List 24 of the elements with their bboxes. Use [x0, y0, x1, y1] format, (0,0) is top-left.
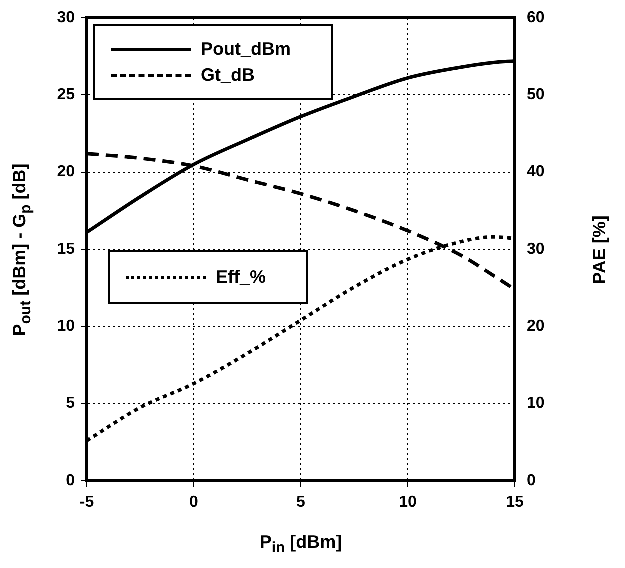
- y-tick-label: 10: [57, 318, 76, 336]
- x-tick-label: 0: [190, 494, 199, 512]
- legend-label: Gt_dB: [201, 64, 255, 86]
- y2-tick-label: 30: [527, 240, 545, 258]
- y2-tick-label: 50: [527, 86, 545, 104]
- x-tick-label: 15: [506, 494, 524, 512]
- y-tick-label: 5: [66, 395, 76, 412]
- legend-label: Eff_%: [216, 266, 266, 288]
- y-tick-label: 0: [66, 472, 76, 490]
- x-tick-label: 10: [399, 494, 417, 512]
- x-tick-label: 5: [296, 494, 306, 512]
- y-tick-label: 25: [57, 86, 76, 104]
- y-tick-label: 15: [57, 240, 76, 258]
- y-tick-label: 20: [57, 164, 76, 181]
- y-tick-label: 30: [57, 9, 76, 26]
- legend-label: Pout_dBm: [201, 38, 291, 60]
- y2-tick-label: 60: [527, 9, 545, 26]
- y2-tick-label: 40: [527, 164, 545, 181]
- y2-axis-title: PAE [%]: [590, 215, 610, 284]
- y2-tick-label: 10: [527, 395, 545, 412]
- y2-tick-label: 20: [527, 318, 545, 336]
- x-axis-title: P$_{in}$ [dBm]: [260, 532, 342, 557]
- x-tick-label: -5: [80, 494, 94, 512]
- y2-tick-label: 0: [527, 472, 536, 490]
